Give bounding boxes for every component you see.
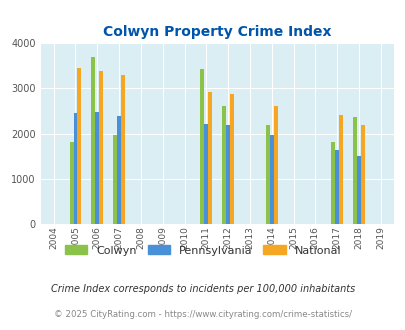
Bar bbox=[95, 112, 99, 224]
Bar bbox=[265, 125, 269, 224]
Title: Colwyn Property Crime Index: Colwyn Property Crime Index bbox=[103, 25, 330, 39]
Bar bbox=[99, 71, 103, 224]
Text: © 2025 CityRating.com - https://www.cityrating.com/crime-statistics/: © 2025 CityRating.com - https://www.city… bbox=[54, 311, 351, 319]
Bar bbox=[338, 115, 342, 224]
Bar bbox=[269, 135, 273, 224]
Bar bbox=[360, 125, 364, 224]
Bar bbox=[230, 94, 233, 224]
Bar bbox=[77, 68, 81, 224]
Bar bbox=[113, 135, 117, 224]
Bar bbox=[330, 142, 335, 224]
Bar bbox=[200, 69, 204, 224]
Bar bbox=[121, 75, 125, 224]
Bar bbox=[117, 116, 121, 224]
Bar bbox=[73, 113, 77, 224]
Bar bbox=[335, 150, 338, 224]
Legend: Colwyn, Pennsylvania, National: Colwyn, Pennsylvania, National bbox=[60, 241, 345, 260]
Bar bbox=[204, 124, 208, 224]
Bar bbox=[222, 106, 226, 224]
Text: Crime Index corresponds to incidents per 100,000 inhabitants: Crime Index corresponds to incidents per… bbox=[51, 284, 354, 294]
Bar bbox=[273, 106, 277, 224]
Bar bbox=[91, 57, 95, 224]
Bar bbox=[226, 125, 230, 224]
Bar bbox=[69, 142, 73, 224]
Bar bbox=[208, 92, 212, 224]
Bar bbox=[356, 156, 360, 224]
Bar bbox=[352, 117, 356, 224]
